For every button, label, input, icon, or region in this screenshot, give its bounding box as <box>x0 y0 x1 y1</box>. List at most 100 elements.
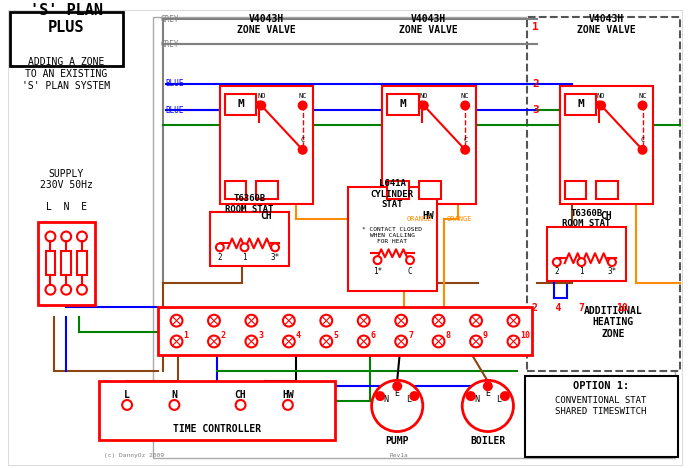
Circle shape <box>501 392 509 400</box>
Text: HW: HW <box>282 390 294 400</box>
Text: GREY: GREY <box>161 40 179 49</box>
Text: 2: 2 <box>555 267 559 277</box>
Bar <box>257 181 278 199</box>
Circle shape <box>419 102 425 108</box>
Text: OPTION 1:: OPTION 1: <box>573 381 629 391</box>
Text: ADDING A ZONE
TO AN EXISTING
'S' PLAN SYSTEM: ADDING A ZONE TO AN EXISTING 'S' PLAN SY… <box>22 58 110 90</box>
Circle shape <box>461 102 469 110</box>
Text: 1: 1 <box>532 22 539 32</box>
Circle shape <box>257 102 262 108</box>
Text: 6: 6 <box>371 331 375 340</box>
Text: M: M <box>237 100 244 110</box>
Text: E: E <box>395 388 400 398</box>
Text: 1*: 1* <box>373 267 382 277</box>
Text: 7: 7 <box>408 331 413 340</box>
Bar <box>564 181 586 199</box>
Text: L: L <box>406 395 411 404</box>
Bar <box>158 307 532 355</box>
Circle shape <box>553 258 561 266</box>
Circle shape <box>299 146 306 154</box>
Bar <box>387 181 409 199</box>
Circle shape <box>597 102 605 110</box>
Bar <box>348 187 437 291</box>
Circle shape <box>470 315 482 327</box>
Bar <box>525 376 678 457</box>
Circle shape <box>236 400 246 410</box>
Text: CH: CH <box>260 211 272 221</box>
Text: HW: HW <box>423 211 435 221</box>
Text: 1: 1 <box>579 267 584 277</box>
Circle shape <box>283 400 293 410</box>
Text: ADDITIONAL
HEATING
ZONE: ADDITIONAL HEATING ZONE <box>584 306 642 339</box>
Text: ORANGE: ORANGE <box>446 216 472 222</box>
Circle shape <box>77 232 87 241</box>
Text: 1: 1 <box>242 253 247 262</box>
Text: PUMP: PUMP <box>386 436 409 446</box>
Circle shape <box>283 336 295 347</box>
Text: 5: 5 <box>333 331 338 340</box>
Text: NO: NO <box>257 93 266 99</box>
Text: M: M <box>400 100 406 110</box>
Bar <box>38 222 95 306</box>
Circle shape <box>433 315 444 327</box>
Text: C: C <box>301 137 305 143</box>
Bar <box>527 17 680 372</box>
Bar <box>596 181 618 199</box>
Circle shape <box>257 102 265 110</box>
Circle shape <box>373 256 382 264</box>
Circle shape <box>484 382 492 390</box>
Bar <box>547 227 626 281</box>
Circle shape <box>170 315 182 327</box>
Circle shape <box>372 380 423 431</box>
Circle shape <box>299 102 306 110</box>
Circle shape <box>461 146 469 154</box>
Circle shape <box>411 392 418 400</box>
Circle shape <box>320 315 332 327</box>
Bar <box>99 381 335 440</box>
Text: E: E <box>485 388 491 398</box>
Bar <box>10 12 124 66</box>
Circle shape <box>358 336 370 347</box>
Circle shape <box>406 256 414 264</box>
Circle shape <box>246 315 257 327</box>
Circle shape <box>508 315 520 327</box>
Circle shape <box>246 336 257 347</box>
Text: 10: 10 <box>520 331 531 340</box>
Text: NC: NC <box>638 93 647 99</box>
Text: GREY: GREY <box>161 15 179 24</box>
Text: L641A
CYLINDER
STAT: L641A CYLINDER STAT <box>371 179 414 209</box>
Circle shape <box>320 336 332 347</box>
Text: 4: 4 <box>296 331 301 340</box>
Circle shape <box>395 315 407 327</box>
Bar <box>382 86 476 204</box>
Circle shape <box>578 258 585 266</box>
Text: 2: 2 <box>217 253 222 262</box>
Bar <box>220 86 313 204</box>
Circle shape <box>170 336 182 347</box>
Bar <box>387 94 419 115</box>
Circle shape <box>420 102 428 110</box>
Text: 10: 10 <box>616 303 628 314</box>
Text: SUPPLY
230V 50Hz: SUPPLY 230V 50Hz <box>40 168 92 190</box>
Circle shape <box>467 392 475 400</box>
Text: C: C <box>463 137 467 143</box>
Text: 3: 3 <box>258 331 264 340</box>
Text: BLUE: BLUE <box>166 106 184 115</box>
Circle shape <box>283 315 295 327</box>
Text: T6360B
ROOM STAT: T6360B ROOM STAT <box>225 194 274 214</box>
Bar <box>560 86 653 204</box>
Circle shape <box>208 336 220 347</box>
Text: C: C <box>640 137 644 143</box>
Circle shape <box>608 258 616 266</box>
Text: NC: NC <box>461 93 469 99</box>
Text: N: N <box>384 395 388 404</box>
Text: 2: 2 <box>532 79 539 89</box>
Circle shape <box>77 285 87 295</box>
Circle shape <box>241 243 248 251</box>
Text: 3*: 3* <box>270 253 279 262</box>
Text: * CONTACT CLOSED
WHEN CALLING
FOR HEAT: * CONTACT CLOSED WHEN CALLING FOR HEAT <box>362 227 422 244</box>
Text: N: N <box>171 390 177 400</box>
Text: TIME CONTROLLER: TIME CONTROLLER <box>173 424 261 433</box>
Text: M: M <box>577 100 584 110</box>
Text: CH: CH <box>235 390 246 400</box>
